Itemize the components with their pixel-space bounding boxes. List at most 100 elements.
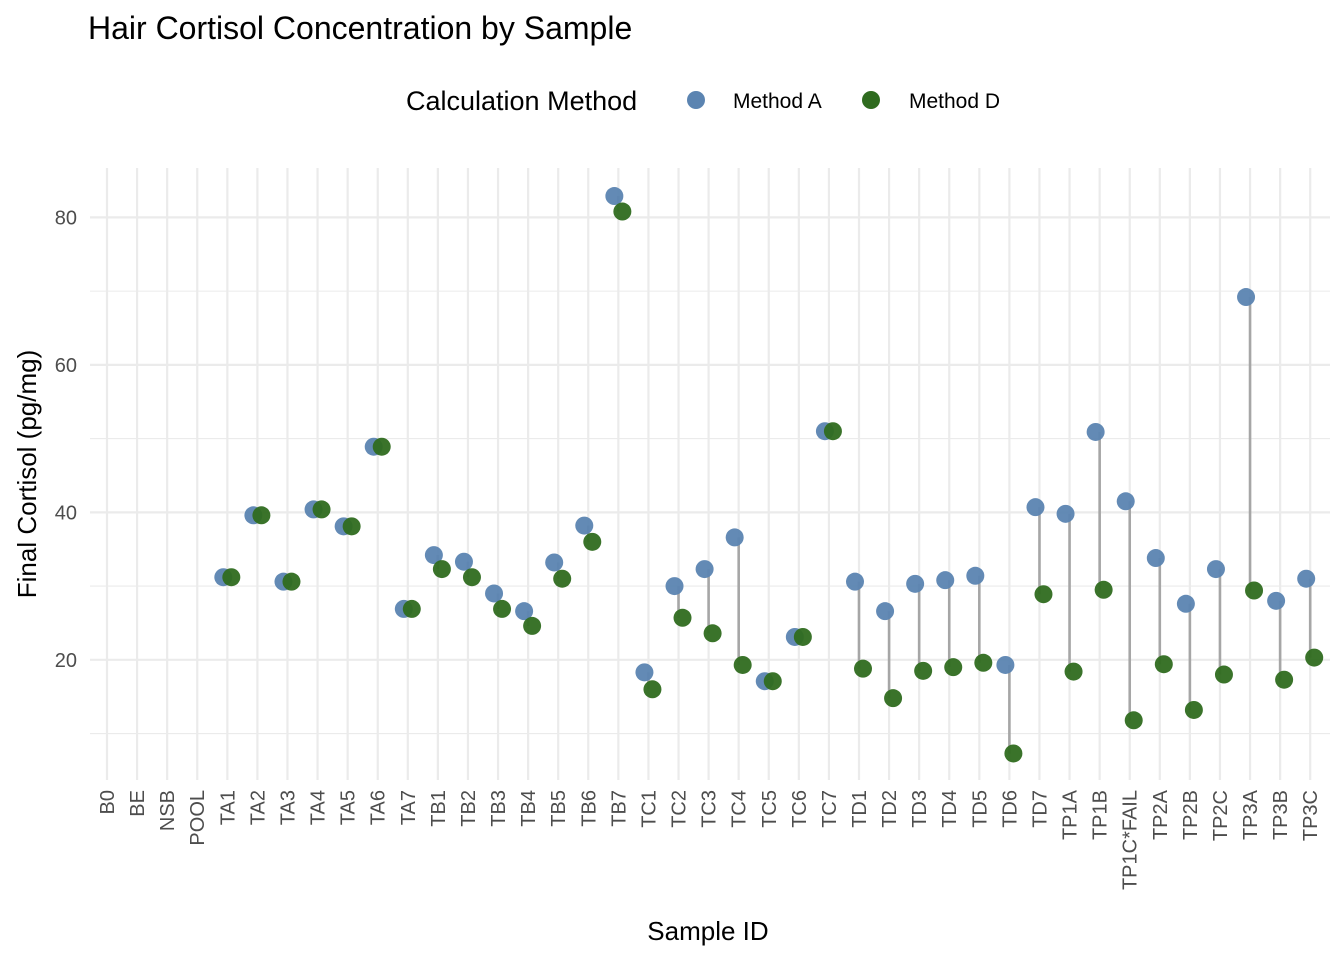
point-method-d [1184, 700, 1203, 719]
point-method-d [823, 422, 842, 441]
point-method-a [575, 516, 594, 535]
x-tick-label: TA3 [277, 790, 299, 825]
x-axis-ticks: B0 BE NSB POOL TA1 TA2 TA3 TA4 TA5 TA6 TA7 TB1 TB2 TB… [97, 789, 1322, 890]
y-axis-ticks: 20 40 60 80 [55, 207, 77, 671]
x-tick-label: TC6 [789, 790, 811, 828]
point-method-d [1214, 665, 1233, 684]
y-tick-label: 20 [55, 650, 77, 672]
point-method-d [673, 608, 692, 627]
point-method-a [846, 572, 864, 591]
legend-title: Calculation Method [406, 86, 637, 116]
point-method-a [605, 187, 624, 206]
point-method-d [312, 500, 331, 519]
x-tick-label: TB2 [458, 790, 480, 827]
point-method-d [282, 572, 301, 591]
point-method-d [222, 568, 241, 587]
point-method-d [1094, 580, 1113, 599]
x-tick-label: TP1C*FAIL [1120, 790, 1142, 890]
x-tick-label: TB1 [428, 790, 450, 827]
point-method-d [583, 532, 602, 551]
x-tick-label: BE [127, 790, 149, 817]
point-method-a [996, 655, 1015, 674]
point-method-a [1237, 288, 1256, 307]
legend-label-method-d: Method D [909, 90, 1000, 113]
point-method-d [493, 599, 512, 618]
x-tick-label: TD6 [999, 790, 1021, 828]
x-tick-label: TP3A [1240, 789, 1262, 840]
y-tick-label: 60 [55, 355, 77, 377]
x-tick-label: TP3B [1270, 790, 1292, 840]
point-method-d [432, 560, 451, 579]
point-method-a [1146, 549, 1165, 568]
point-method-a [485, 584, 504, 603]
point-method-d [1305, 648, 1324, 667]
x-tick-label: B0 [97, 790, 119, 814]
point-method-a [695, 560, 714, 579]
x-tick-label: TB6 [578, 790, 600, 827]
point-method-a [424, 546, 443, 565]
x-tick-label: TP2B [1180, 790, 1202, 840]
x-tick-label: TC5 [759, 790, 781, 828]
point-method-d [1154, 655, 1173, 674]
point-method-a [1176, 594, 1195, 613]
point-method-a [1086, 422, 1105, 441]
x-tick-label: TD3 [909, 790, 931, 828]
y-axis-title: Final Cortisol (pg/mg) [12, 350, 42, 599]
point-method-a [665, 577, 684, 596]
grid [90, 168, 1330, 780]
x-tick-label: TP1B [1090, 790, 1112, 840]
point-method-a [1026, 498, 1045, 517]
legend-label-method-a: Method A [733, 90, 822, 113]
point-method-d [342, 517, 361, 536]
point-method-d [974, 653, 993, 672]
point-method-d [914, 661, 933, 680]
point-method-d [613, 202, 632, 221]
point-method-d [1064, 662, 1083, 681]
x-tick-label: TC4 [729, 790, 751, 828]
point-method-d [402, 599, 421, 618]
difference-segments [436, 196, 1312, 754]
point-method-a [1206, 560, 1225, 579]
point-method-d [703, 624, 722, 643]
point-method-d [1034, 585, 1053, 604]
point-method-d [523, 616, 542, 635]
x-tick-label: TA6 [368, 790, 390, 825]
point-method-d [1275, 670, 1294, 689]
x-tick-label: TC3 [699, 790, 721, 828]
point-method-d [252, 506, 271, 525]
point-method-d [1245, 581, 1264, 600]
x-tick-label: TP3C [1300, 790, 1322, 841]
x-tick-label: TB4 [518, 790, 540, 827]
x-tick-label: TA7 [398, 790, 420, 825]
x-tick-label: NSB [157, 790, 179, 831]
point-method-a [906, 574, 925, 593]
legend-key-method-d [862, 91, 880, 109]
point-method-d [793, 627, 812, 646]
x-tick-label: TC1 [638, 790, 660, 828]
x-tick-label: TA1 [217, 790, 239, 825]
point-method-d [1124, 711, 1143, 730]
x-tick-label: TC2 [669, 790, 691, 828]
point-method-a [1116, 492, 1135, 511]
point-method-d [372, 437, 391, 456]
legend-key-method-a [687, 91, 705, 109]
point-method-a [725, 528, 744, 547]
x-axis-title: Sample ID [647, 916, 768, 946]
x-tick-label: TD7 [1029, 790, 1051, 828]
x-tick-label: TC7 [819, 790, 841, 828]
x-tick-label: TB3 [488, 790, 510, 827]
point-method-d [884, 689, 903, 708]
x-tick-label: TB7 [608, 790, 630, 827]
point-method-d [643, 680, 662, 699]
point-method-d [733, 655, 752, 674]
x-tick-label: TA4 [308, 790, 330, 825]
x-tick-label: TA5 [338, 790, 360, 825]
point-method-d [854, 659, 872, 678]
legend: Calculation Method Method A Method D [406, 86, 1000, 116]
x-tick-label: POOL [187, 790, 209, 846]
y-tick-label: 80 [55, 207, 77, 229]
point-method-a [545, 553, 564, 572]
point-method-a [1297, 569, 1316, 588]
point-method-a [876, 602, 895, 621]
